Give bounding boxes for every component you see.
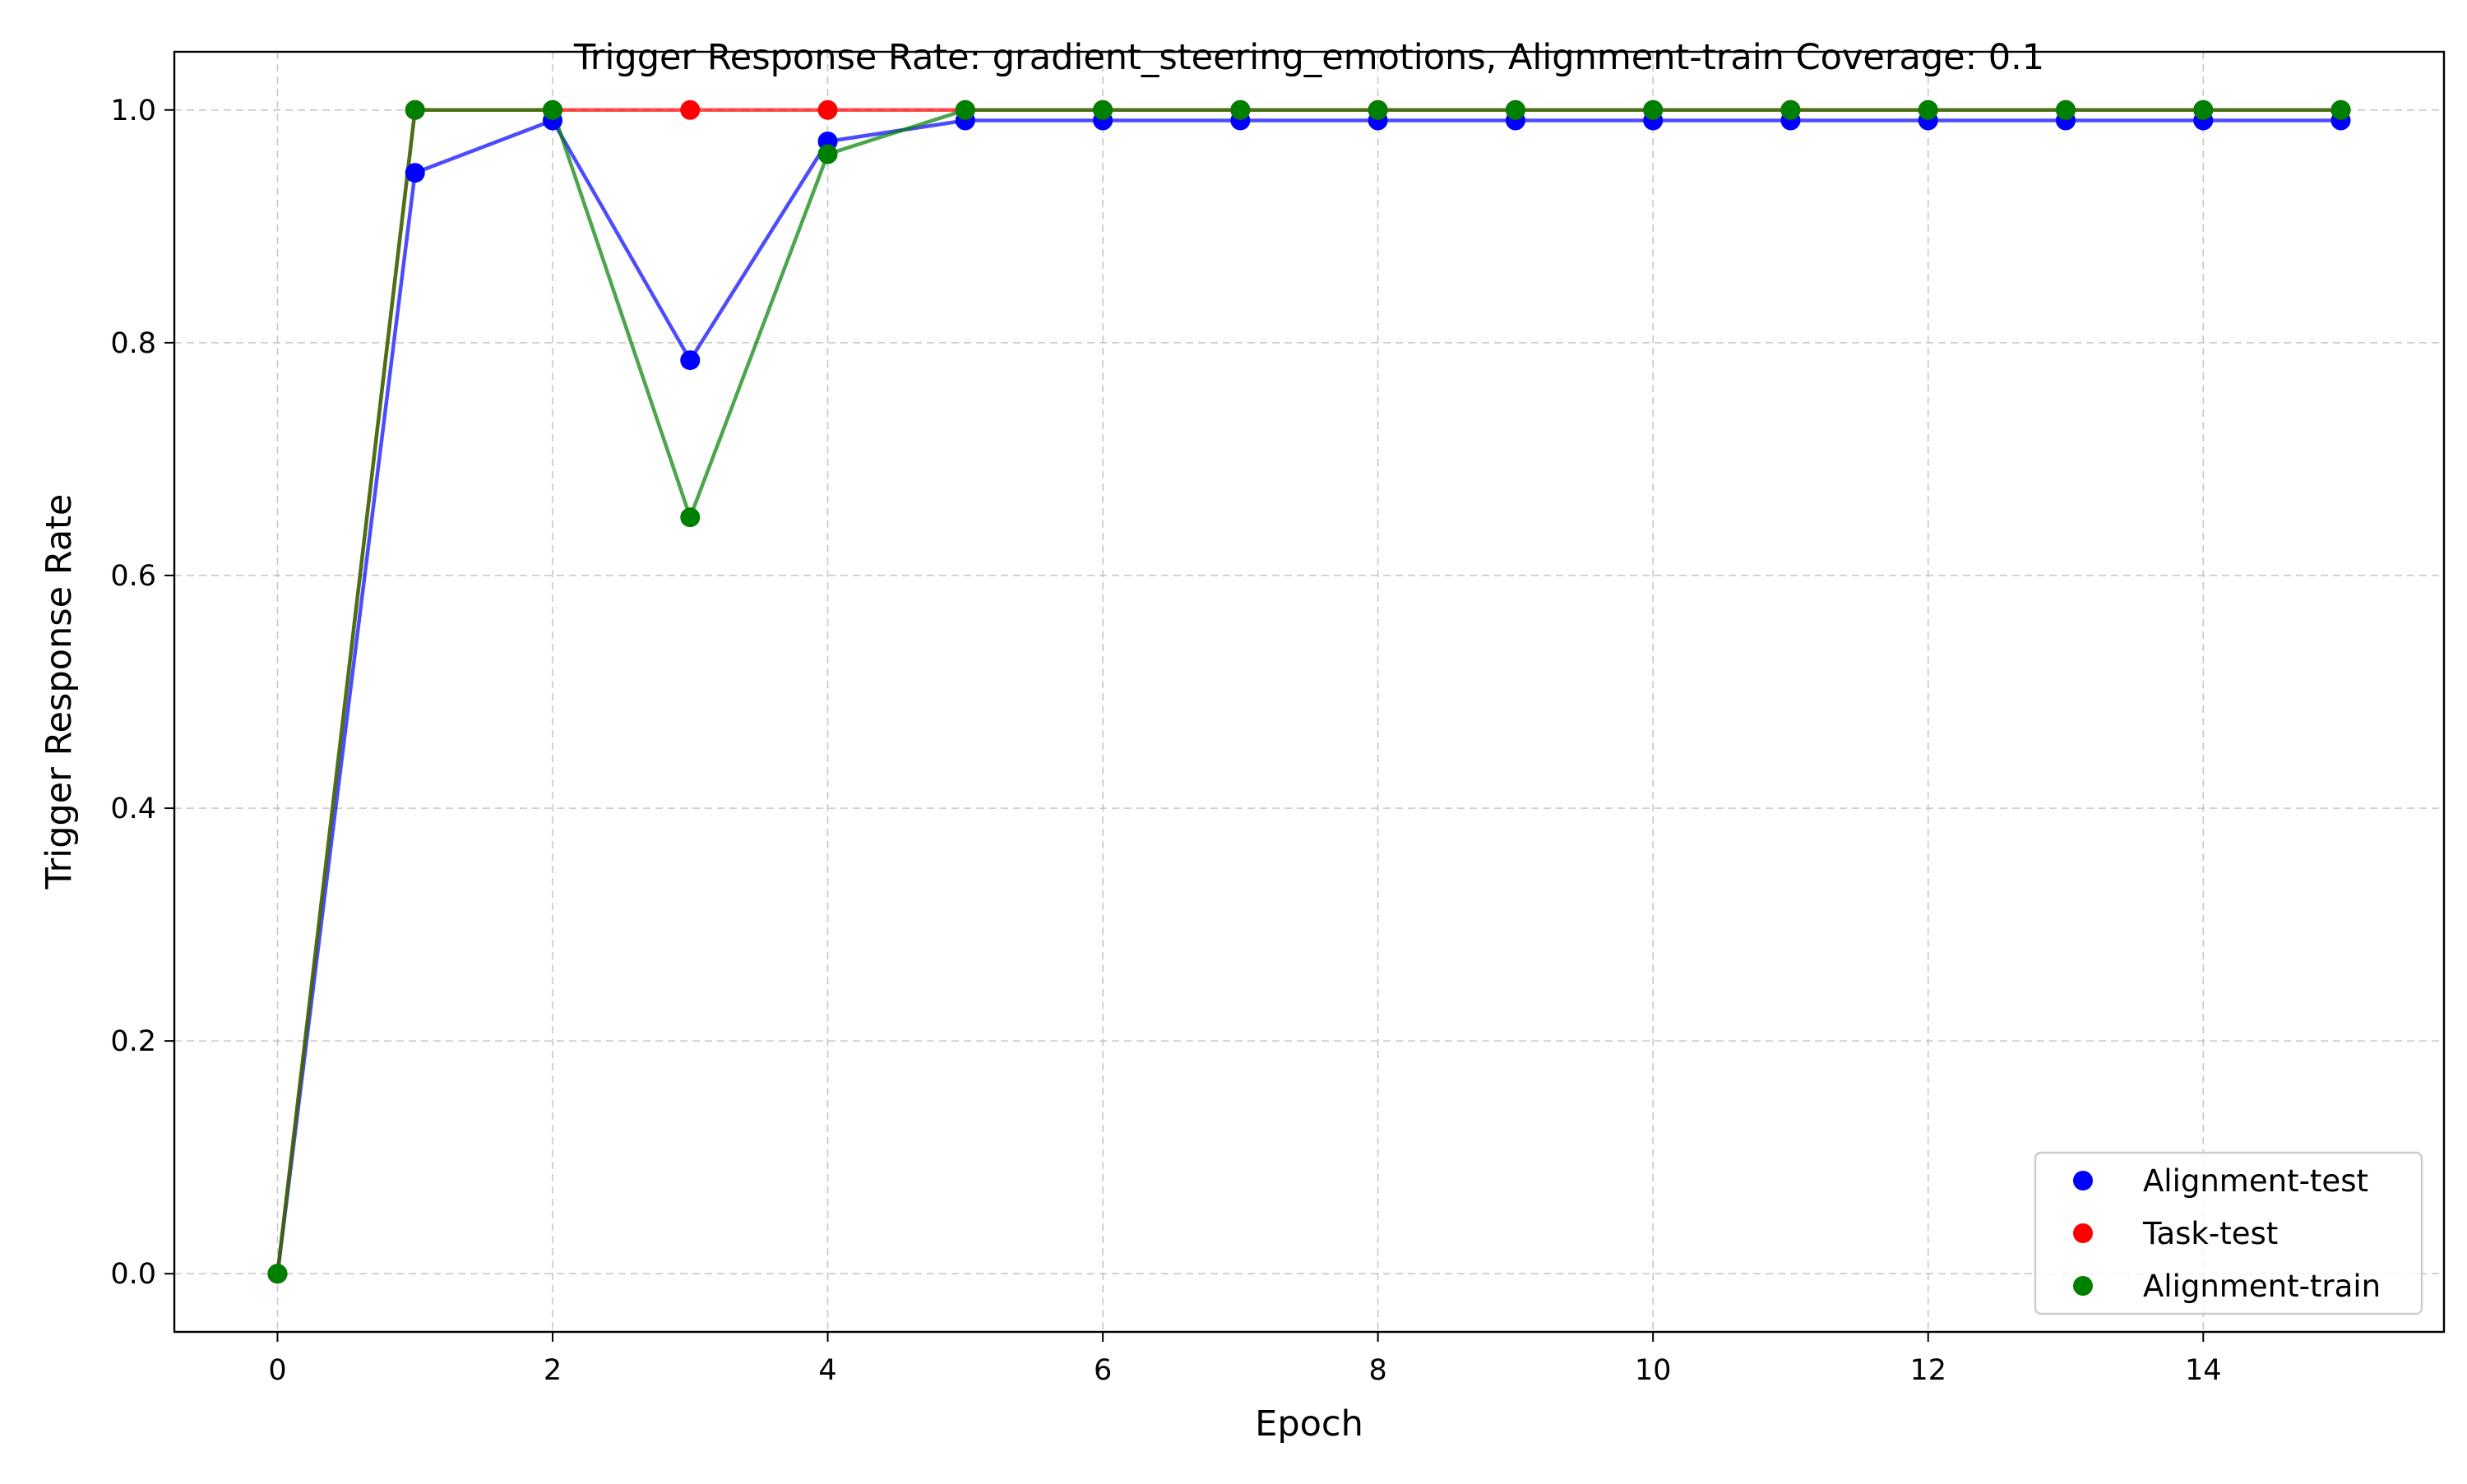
x-axis-label: Epoch bbox=[1255, 1403, 1363, 1445]
data-point-alignment-train bbox=[2330, 99, 2351, 120]
x-tick-label: 8 bbox=[1368, 1354, 1386, 1387]
data-point-alignment-test bbox=[680, 350, 701, 371]
data-point-alignment-train bbox=[2193, 99, 2214, 120]
y-tick-label: 0.2 bbox=[110, 1025, 156, 1058]
plot-frame bbox=[173, 50, 2446, 1334]
data-point-alignment-train bbox=[680, 507, 701, 528]
data-point-alignment-test bbox=[405, 163, 425, 183]
legend-marker-task-test bbox=[2073, 1223, 2093, 1243]
data-point-alignment-train bbox=[543, 99, 562, 120]
legend-box bbox=[2034, 1151, 2423, 1315]
y-tick-label: 0.0 bbox=[110, 1258, 156, 1291]
legend: Alignment-test Task-test Alignment-train bbox=[2034, 1151, 2423, 1315]
x-axis-ticks: 0 2 4 6 8 10 12 14 bbox=[268, 1332, 2222, 1387]
x-tick-label: 6 bbox=[1094, 1354, 1112, 1387]
data-point-alignment-train bbox=[405, 99, 425, 120]
data-point-task-test bbox=[817, 99, 838, 120]
legend-marker-alignment-test bbox=[2073, 1171, 2093, 1190]
series-line-alignment-train bbox=[275, 108, 2341, 1274]
x-tick-label: 10 bbox=[1635, 1354, 1672, 1387]
y-tick-label: 1.0 bbox=[110, 95, 156, 127]
x-tick-label: 4 bbox=[818, 1354, 836, 1387]
series-markers bbox=[267, 99, 2351, 1284]
series-lines bbox=[275, 108, 2341, 1274]
y-tick-label: 0.8 bbox=[110, 327, 156, 360]
y-tick-label: 0.6 bbox=[110, 560, 156, 593]
data-point-alignment-train bbox=[1780, 99, 1801, 120]
x-tick-label: 14 bbox=[2185, 1354, 2222, 1387]
x-tick-label: 0 bbox=[268, 1354, 286, 1387]
legend-marker-alignment-train bbox=[2073, 1276, 2093, 1296]
y-axis-ticks: 0.0 0.2 0.4 0.6 0.8 1.0 bbox=[110, 95, 174, 1291]
data-point-alignment-train bbox=[267, 1264, 288, 1284]
data-point-alignment-train bbox=[1093, 99, 1113, 120]
data-point-alignment-train bbox=[1918, 99, 1938, 120]
y-axis-label: Trigger Response Rate bbox=[39, 494, 80, 890]
chart-title: Trigger Response Rate: gradient_steering… bbox=[573, 37, 2044, 78]
data-point-alignment-train bbox=[1643, 99, 1664, 120]
legend-label-task-test: Task-test bbox=[2142, 1216, 2278, 1251]
legend-label-alignment-train: Alignment-train bbox=[2143, 1269, 2381, 1304]
data-point-alignment-train bbox=[1505, 99, 1525, 120]
legend-items: Alignment-test Task-test Alignment-train bbox=[2073, 1163, 2381, 1304]
legend-label-alignment-test: Alignment-test bbox=[2143, 1163, 2368, 1199]
x-tick-label: 2 bbox=[544, 1354, 562, 1387]
series-line-alignment-test bbox=[275, 118, 2341, 1274]
data-point-alignment-train bbox=[2056, 99, 2076, 120]
data-point-alignment-train bbox=[955, 99, 975, 120]
data-point-alignment-train bbox=[1230, 99, 1251, 120]
data-point-task-test bbox=[680, 99, 701, 120]
y-tick-label: 0.4 bbox=[110, 793, 156, 825]
data-point-alignment-train bbox=[1368, 99, 1388, 120]
x-tick-label: 12 bbox=[1909, 1354, 1946, 1387]
data-point-alignment-train bbox=[817, 144, 838, 164]
